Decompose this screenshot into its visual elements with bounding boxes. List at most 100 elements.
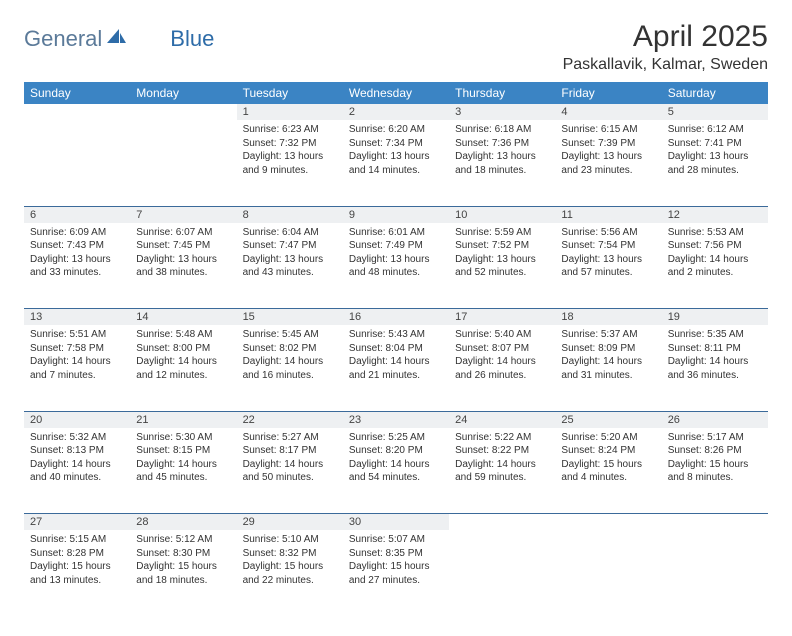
day-cell: Sunrise: 5:51 AMSunset: 7:58 PMDaylight:… xyxy=(24,325,130,411)
daylight-text: Daylight: 15 hours and 8 minutes. xyxy=(668,458,762,485)
daylight-text: Daylight: 14 hours and 7 minutes. xyxy=(30,355,124,382)
day-cell: Sunrise: 5:35 AMSunset: 8:11 PMDaylight:… xyxy=(662,325,768,411)
daylight-text: Daylight: 13 hours and 18 minutes. xyxy=(455,150,549,177)
day-content: Sunrise: 6:07 AMSunset: 7:45 PMDaylight:… xyxy=(136,223,230,280)
day-number-cell: 25 xyxy=(555,411,661,428)
sunrise-text: Sunrise: 5:12 AM xyxy=(136,533,230,547)
day-number-cell: 18 xyxy=(555,309,661,326)
day-number-cell: 26 xyxy=(662,411,768,428)
daylight-text: Daylight: 15 hours and 18 minutes. xyxy=(136,560,230,587)
day-number-cell: 28 xyxy=(130,514,236,531)
daylight-text: Daylight: 14 hours and 26 minutes. xyxy=(455,355,549,382)
logo-text-general: General xyxy=(24,26,102,52)
sunrise-text: Sunrise: 5:10 AM xyxy=(243,533,337,547)
sunset-text: Sunset: 8:15 PM xyxy=(136,444,230,458)
month-title: April 2025 xyxy=(563,20,768,54)
sunrise-text: Sunrise: 5:45 AM xyxy=(243,328,337,342)
day-cell: Sunrise: 5:10 AMSunset: 8:32 PMDaylight:… xyxy=(237,530,343,616)
daynum-row: 27282930 xyxy=(24,514,768,531)
daylight-text: Daylight: 13 hours and 33 minutes. xyxy=(30,253,124,280)
logo-sail-icon xyxy=(106,28,128,51)
day-number-cell: 20 xyxy=(24,411,130,428)
sunset-text: Sunset: 7:47 PM xyxy=(243,239,337,253)
day-content: Sunrise: 5:59 AMSunset: 7:52 PMDaylight:… xyxy=(455,223,549,280)
weekday-header: Wednesday xyxy=(343,82,449,104)
day-content: Sunrise: 5:32 AMSunset: 8:13 PMDaylight:… xyxy=(30,428,124,485)
daylight-text: Daylight: 13 hours and 14 minutes. xyxy=(349,150,443,177)
day-content: Sunrise: 5:53 AMSunset: 7:56 PMDaylight:… xyxy=(668,223,762,280)
daylight-text: Daylight: 13 hours and 43 minutes. xyxy=(243,253,337,280)
day-content: Sunrise: 5:22 AMSunset: 8:22 PMDaylight:… xyxy=(455,428,549,485)
sunset-text: Sunset: 8:24 PM xyxy=(561,444,655,458)
day-content-row: Sunrise: 6:09 AMSunset: 7:43 PMDaylight:… xyxy=(24,223,768,309)
daylight-text: Daylight: 14 hours and 16 minutes. xyxy=(243,355,337,382)
weekday-header: Sunday xyxy=(24,82,130,104)
day-cell: Sunrise: 5:59 AMSunset: 7:52 PMDaylight:… xyxy=(449,223,555,309)
day-number-cell: 5 xyxy=(662,104,768,120)
calendar-table: SundayMondayTuesdayWednesdayThursdayFrid… xyxy=(24,82,768,616)
sunset-text: Sunset: 7:41 PM xyxy=(668,137,762,151)
day-cell xyxy=(449,530,555,616)
day-number-cell: 9 xyxy=(343,206,449,223)
sunrise-text: Sunrise: 5:56 AM xyxy=(561,226,655,240)
day-content: Sunrise: 6:20 AMSunset: 7:34 PMDaylight:… xyxy=(349,120,443,177)
weekday-header: Monday xyxy=(130,82,236,104)
day-number-cell: 6 xyxy=(24,206,130,223)
day-number-cell xyxy=(662,514,768,531)
calendar-page: General Blue April 2025 Paskallavik, Kal… xyxy=(0,0,792,636)
calendar-body: 12345Sunrise: 6:23 AMSunset: 7:32 PMDayl… xyxy=(24,104,768,616)
day-cell: Sunrise: 5:17 AMSunset: 8:26 PMDaylight:… xyxy=(662,428,768,514)
sunset-text: Sunset: 7:43 PM xyxy=(30,239,124,253)
daynum-row: 12345 xyxy=(24,104,768,120)
day-cell: Sunrise: 5:15 AMSunset: 8:28 PMDaylight:… xyxy=(24,530,130,616)
day-content-row: Sunrise: 5:51 AMSunset: 7:58 PMDaylight:… xyxy=(24,325,768,411)
sunrise-text: Sunrise: 5:25 AM xyxy=(349,431,443,445)
sunset-text: Sunset: 8:07 PM xyxy=(455,342,549,356)
sunset-text: Sunset: 8:28 PM xyxy=(30,547,124,561)
day-cell: Sunrise: 5:48 AMSunset: 8:00 PMDaylight:… xyxy=(130,325,236,411)
daylight-text: Daylight: 13 hours and 9 minutes. xyxy=(243,150,337,177)
sunrise-text: Sunrise: 5:27 AM xyxy=(243,431,337,445)
day-number-cell: 17 xyxy=(449,309,555,326)
daylight-text: Daylight: 14 hours and 54 minutes. xyxy=(349,458,443,485)
sunset-text: Sunset: 8:35 PM xyxy=(349,547,443,561)
daylight-text: Daylight: 15 hours and 27 minutes. xyxy=(349,560,443,587)
sunset-text: Sunset: 7:36 PM xyxy=(455,137,549,151)
day-content-row: Sunrise: 5:15 AMSunset: 8:28 PM Daylight:… xyxy=(24,530,768,616)
day-cell: Sunrise: 6:15 AMSunset: 7:39 PMDaylight:… xyxy=(555,120,661,206)
daylight-text: Daylight: 14 hours and 45 minutes. xyxy=(136,458,230,485)
day-cell xyxy=(555,530,661,616)
day-content: Sunrise: 5:15 AMSunset: 8:28 PMDaylight:… xyxy=(30,530,124,587)
sunrise-text: Sunrise: 5:15 AM xyxy=(30,533,124,547)
day-content-row: Sunrise: 6:23 AMSunset: 7:32 PMDaylight:… xyxy=(24,120,768,206)
day-cell: Sunrise: 6:18 AMSunset: 7:36 PMDaylight:… xyxy=(449,120,555,206)
sunset-text: Sunset: 8:20 PM xyxy=(349,444,443,458)
sunset-text: Sunset: 7:54 PM xyxy=(561,239,655,253)
daynum-row: 20212223242526 xyxy=(24,411,768,428)
day-content: Sunrise: 5:51 AMSunset: 7:58 PMDaylight:… xyxy=(30,325,124,382)
day-content: Sunrise: 6:01 AMSunset: 7:49 PMDaylight:… xyxy=(349,223,443,280)
day-content: Sunrise: 6:09 AMSunset: 7:43 PMDaylight:… xyxy=(30,223,124,280)
sunset-text: Sunset: 7:34 PM xyxy=(349,137,443,151)
day-cell: Sunrise: 5:37 AMSunset: 8:09 PMDaylight:… xyxy=(555,325,661,411)
sunset-text: Sunset: 8:02 PM xyxy=(243,342,337,356)
daylight-text: Daylight: 14 hours and 50 minutes. xyxy=(243,458,337,485)
day-number-cell: 23 xyxy=(343,411,449,428)
daylight-text: Daylight: 14 hours and 2 minutes. xyxy=(668,253,762,280)
sunrise-text: Sunrise: 5:07 AM xyxy=(349,533,443,547)
day-number-cell: 12 xyxy=(662,206,768,223)
day-content: Sunrise: 6:15 AMSunset: 7:39 PMDaylight:… xyxy=(561,120,655,177)
sunrise-text: Sunrise: 5:40 AM xyxy=(455,328,549,342)
sunrise-text: Sunrise: 6:20 AM xyxy=(349,123,443,137)
day-content: Sunrise: 5:10 AMSunset: 8:32 PMDaylight:… xyxy=(243,530,337,587)
sunset-text: Sunset: 8:04 PM xyxy=(349,342,443,356)
sunrise-text: Sunrise: 5:20 AM xyxy=(561,431,655,445)
sunset-text: Sunset: 8:11 PM xyxy=(668,342,762,356)
daylight-text: Daylight: 14 hours and 59 minutes. xyxy=(455,458,549,485)
day-cell: Sunrise: 5:40 AMSunset: 8:07 PMDaylight:… xyxy=(449,325,555,411)
daylight-text: Daylight: 13 hours and 52 minutes. xyxy=(455,253,549,280)
sunrise-text: Sunrise: 6:18 AM xyxy=(455,123,549,137)
day-content: Sunrise: 6:04 AMSunset: 7:47 PMDaylight:… xyxy=(243,223,337,280)
day-content: Sunrise: 5:35 AMSunset: 8:11 PMDaylight:… xyxy=(668,325,762,382)
day-cell: Sunrise: 5:30 AMSunset: 8:15 PMDaylight:… xyxy=(130,428,236,514)
